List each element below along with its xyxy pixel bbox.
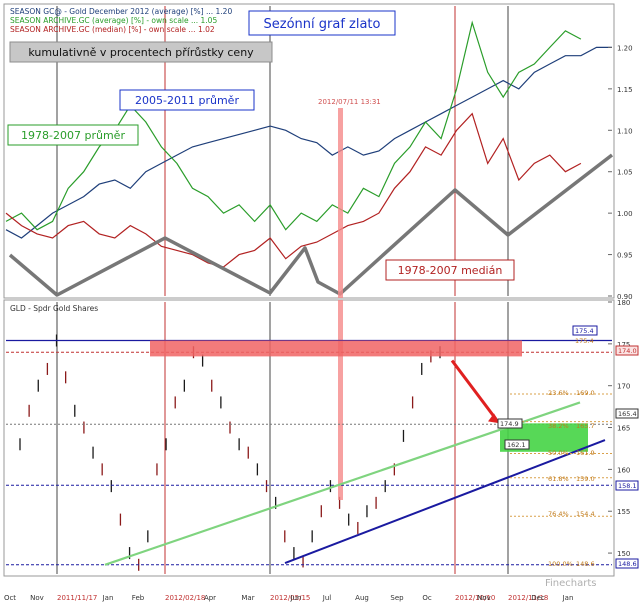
bottom-tick-label-0: 150 <box>617 550 630 558</box>
x-tick-label-11: Aug <box>355 594 369 602</box>
tag-1754-box <box>572 325 598 336</box>
fib-val-382: 165.7 <box>576 422 595 430</box>
label-1978-avg: 1978-2007 průměr <box>21 129 125 142</box>
level-174-box <box>615 345 639 356</box>
fib-val-500: 161.9 <box>576 449 595 457</box>
axes: 0.90 0.95 1.00 1.05 1.10 1.15 1.20 150 155 160 165… <box>4 44 633 602</box>
watermark: Finecharts <box>545 578 597 589</box>
x-tick-label-6: Apr <box>204 594 216 602</box>
bottom-tick-label-3: 165 <box>617 425 630 433</box>
x-tick-label-17: Dec <box>531 594 545 602</box>
subtitle-box <box>9 41 273 63</box>
top-tick-label-4: 1.10 <box>617 127 633 135</box>
x-tick-label-1: Nov <box>30 594 44 602</box>
x-tick-label-10: Jul <box>322 594 332 602</box>
blue-trendline <box>284 439 606 565</box>
bottom-tick-label-2: 160 <box>617 466 630 474</box>
tag-1621-box <box>504 439 530 450</box>
fib-pct-500: 50.0% <box>548 449 569 457</box>
bottom-tick-label-4: 170 <box>617 383 630 391</box>
label-median: 1978-2007 medián <box>398 264 503 277</box>
tag-1749: 174.9 <box>500 420 519 428</box>
marker-bar-top <box>338 108 343 298</box>
x-tick-label-9: Jun <box>290 594 302 602</box>
level-1486-box <box>615 558 639 569</box>
seasonal-trend-arrows <box>8 153 614 297</box>
x-tick-label-4: Feb <box>132 594 145 602</box>
x-tick-label-2: 2011/11/17 <box>57 594 97 602</box>
marker-bar-bottom <box>338 300 343 500</box>
fib-val-764: 154.4 <box>576 510 595 518</box>
level-1581-box <box>615 480 639 491</box>
chart-title: Sezónní graf zlato <box>264 17 381 32</box>
x-tick-label-7: Mar <box>241 594 254 602</box>
fib-pct-382: 38.2% <box>548 422 569 430</box>
x-tick-label-8: 2012/05/15 <box>270 594 310 602</box>
fib-pct-618: 61.8% <box>548 475 569 483</box>
tag-1621: 162.1 <box>507 441 526 449</box>
top-tick-label-0: 0.90 <box>617 293 633 301</box>
top-tick-label-1: 0.95 <box>617 252 633 260</box>
top-tick-label-6: 1.20 <box>617 44 633 52</box>
red-arrow-shaft <box>450 359 498 421</box>
x-tick-label-18: Jan <box>562 594 574 602</box>
x-tick-label-12: Sep <box>390 594 404 602</box>
fib-labels: 175.4 23.6% 169.0 38.2% 165.7 50.0% 161.… <box>548 337 595 568</box>
level-1654-box <box>615 408 639 419</box>
x-tick-label-13: Oc <box>422 594 432 602</box>
x-tick-label-3: Jan <box>102 594 114 602</box>
fib-pct-1000: 100.0% <box>548 560 573 568</box>
red-resistance-zone <box>150 340 522 357</box>
fib-pct-236: 23.6% <box>548 389 569 397</box>
label-median-box <box>385 259 515 281</box>
fib-val-618: 159.0 <box>576 475 595 483</box>
tag-1749-box <box>497 418 523 429</box>
chart-subtitle: kumulativně v procentech přírůstky ceny <box>28 46 254 59</box>
series-line-2 <box>5 112 582 268</box>
fib-val-1000: 148.6 <box>576 560 595 568</box>
label-2005: 2005-2011 průměr <box>135 94 239 107</box>
legend-item-1978-median: SEASON ARCHIVE.GC (median) [%] - own sca… <box>10 25 215 34</box>
top-tick-label-2: 1.00 <box>617 210 633 218</box>
fib-val-236: 169.0 <box>576 389 595 397</box>
top-legend: SEASON GC@ - Gold December 2012 (average… <box>10 7 232 34</box>
tag-1754: 175.4 <box>575 327 594 335</box>
bottom-header: GLD - Spdr Gold Shares <box>10 304 98 313</box>
x-tick-label-14: 2012/10/10 <box>455 594 495 602</box>
bottom-tick-label-1: 155 <box>617 508 630 516</box>
fib-val-0: 175.4 <box>575 337 594 345</box>
label-2005-box <box>119 89 255 111</box>
level-1581: 158.1 <box>618 482 637 490</box>
marker-date: 2012/07/11 13:31 <box>318 98 381 106</box>
top-tick-label-3: 1.05 <box>617 169 633 177</box>
x-tick-label-5: 2012/02/18 <box>165 594 205 602</box>
label-1978-avg-box <box>7 124 139 146</box>
x-tick-label-0: Oct <box>4 594 16 602</box>
legend-item-2005: SEASON GC@ - Gold December 2012 (average… <box>10 7 232 16</box>
x-tick-label-15: Nov <box>477 594 491 602</box>
level-1654: 165.4 <box>618 410 637 418</box>
level-1486: 148.6 <box>618 560 637 568</box>
x-tick-label-16: 2012/11/18 <box>508 594 548 602</box>
bottom-tick-label-6: 180 <box>617 299 630 307</box>
fib-pct-764: 76.4% <box>548 510 569 518</box>
top-tick-label-5: 1.15 <box>617 86 633 94</box>
red-arrow-head <box>488 413 500 424</box>
title-box <box>248 10 396 36</box>
green-trendline <box>104 401 581 566</box>
bottom-tick-label-5: 175 <box>617 341 630 349</box>
level-174: 174.0 <box>618 347 637 355</box>
legend-item-1978-avg: SEASON ARCHIVE.GC (average) [%] - own sc… <box>10 16 217 25</box>
